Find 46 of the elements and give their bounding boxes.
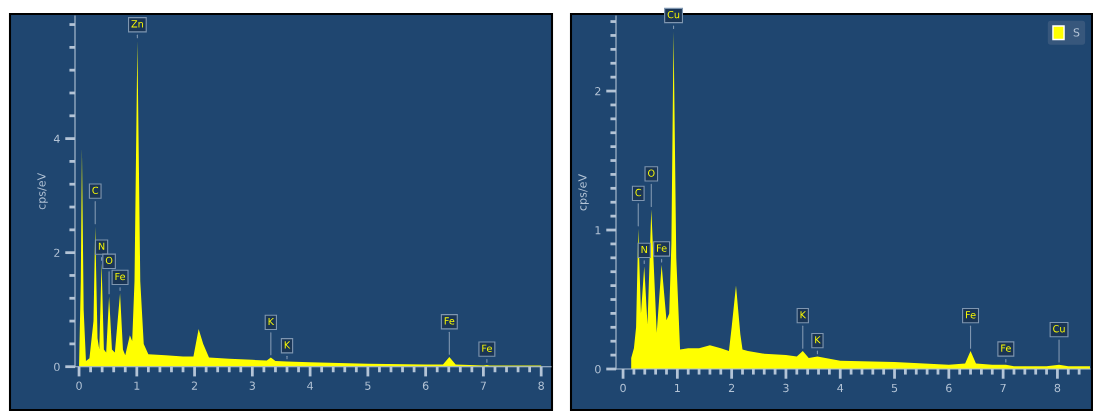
- annotation: K: [800, 311, 807, 319]
- y-tick-label: 4: [53, 134, 60, 143]
- annotation: O: [648, 169, 655, 177]
- x-tick-label: 7: [480, 381, 486, 390]
- x-tick-label: 4: [837, 383, 844, 393]
- legend-label: S: [1073, 28, 1080, 37]
- annotation: Zn: [131, 20, 143, 28]
- x-tick-label: 2: [191, 381, 197, 390]
- annotation: N: [98, 242, 105, 250]
- x-tick-label: 6: [946, 383, 952, 393]
- y-axis-title: cps/eV: [578, 174, 589, 211]
- y-tick-label: 2: [595, 87, 601, 96]
- annotation: Cu: [1053, 325, 1065, 333]
- y-tick-label: 0: [54, 362, 60, 372]
- annotation: C: [92, 186, 99, 194]
- y-tick-label: 0: [595, 364, 601, 374]
- annotation: K: [268, 317, 275, 325]
- annotation: K: [284, 341, 291, 349]
- annotation: O: [105, 256, 113, 265]
- x-tick-label: 5: [891, 383, 898, 393]
- annotation: Fe: [1001, 344, 1011, 352]
- x-tick-label: 0: [620, 383, 626, 393]
- y-axis-title: cps/eV: [37, 172, 48, 210]
- x-tick-label: 7: [1000, 383, 1006, 393]
- x-tick-label: 1: [134, 381, 140, 390]
- x-tick-label: 1: [675, 383, 680, 393]
- x-tick-label: 6: [422, 381, 429, 390]
- x-tick-label: 5: [365, 381, 371, 390]
- annotation: Fe: [657, 244, 667, 252]
- annotation: Fe: [115, 272, 126, 281]
- y-tick-label: 2: [54, 248, 60, 257]
- y-tick-label: 1: [595, 226, 601, 235]
- x-tick-label: 8: [538, 381, 544, 390]
- annotation: K: [815, 336, 821, 344]
- x-tick-label: 0: [76, 381, 82, 390]
- x-tick-label: 3: [249, 381, 255, 390]
- annotation: Fe: [965, 311, 976, 319]
- annotation: Fe: [482, 344, 492, 352]
- x-tick-label: 4: [307, 381, 314, 390]
- annotation: C: [635, 188, 642, 197]
- annotation: N: [641, 245, 647, 254]
- annotation: Fe: [444, 317, 455, 325]
- x-tick-label: 8: [1054, 383, 1061, 393]
- x-tick-label: 3: [783, 383, 789, 393]
- annotation: Cu: [667, 10, 680, 19]
- x-tick-label: 2: [728, 383, 735, 393]
